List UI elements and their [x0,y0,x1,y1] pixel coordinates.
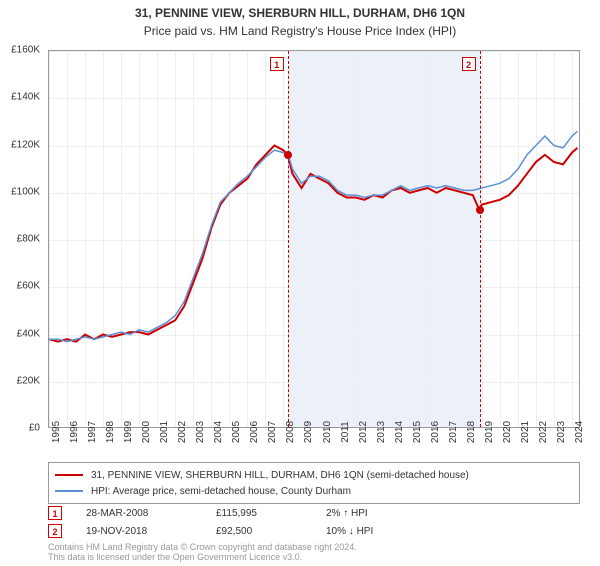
x-axis-label: 2014 [394,421,405,443]
chart-title: 31, PENNINE VIEW, SHERBURN HILL, DURHAM,… [0,6,600,20]
marker-dot-1 [284,151,292,159]
x-axis-label: 1999 [123,421,134,443]
legend-swatch-hpi [55,490,83,492]
data-marker-2: 2 [48,524,62,538]
x-axis-label: 2017 [448,421,459,443]
marker-dot-2 [476,206,484,214]
data-pct: 2% ↑ HPI [326,508,446,519]
data-row: 2 19-NOV-2018 £92,500 10% ↓ HPI [48,522,580,540]
legend-label-hpi: HPI: Average price, semi-detached house,… [91,486,351,497]
legend-box: 31, PENNINE VIEW, SHERBURN HILL, DURHAM,… [48,462,580,504]
y-axis-label: £40K [0,328,44,339]
legend-item-hpi: HPI: Average price, semi-detached house,… [55,483,573,499]
marker-badge-1: 1 [270,57,284,71]
footer-line-2: This data is licensed under the Open Gov… [48,552,357,562]
chart-subtitle: Price paid vs. HM Land Registry's House … [0,24,600,38]
x-axis-label: 2010 [322,421,333,443]
x-axis-label: 2020 [502,421,513,443]
x-axis-label: 2006 [249,421,260,443]
x-axis-label: 2004 [213,421,224,443]
footer-line-1: Contains HM Land Registry data © Crown c… [48,542,357,552]
data-point-table: 1 28-MAR-2008 £115,995 2% ↑ HPI 2 19-NOV… [48,504,580,540]
data-marker-1: 1 [48,506,62,520]
x-axis-label: 2023 [556,421,567,443]
y-axis-label: £80K [0,234,44,245]
data-price: £92,500 [216,526,326,537]
data-date: 19-NOV-2018 [86,526,216,537]
data-price: £115,995 [216,508,326,519]
x-axis-label: 2007 [267,421,278,443]
x-axis-label: 2002 [177,421,188,443]
x-axis-label: 2011 [340,421,351,443]
series-property [49,146,577,342]
marker-line-1 [288,51,289,427]
x-axis-label: 2003 [195,421,206,443]
x-axis-label: 2000 [141,421,152,443]
y-axis-label: £20K [0,375,44,386]
series-hpi [49,131,577,341]
marker-line-2 [480,51,481,427]
x-axis-label: 2013 [376,421,387,443]
x-axis-label: 2022 [538,421,549,443]
chart-svg [49,51,579,427]
x-axis-label: 2024 [574,421,585,443]
x-axis-label: 1996 [69,421,80,443]
x-axis-label: 2016 [430,421,441,443]
x-axis-label: 2021 [520,421,531,443]
data-date: 28-MAR-2008 [86,508,216,519]
data-row: 1 28-MAR-2008 £115,995 2% ↑ HPI [48,504,580,522]
x-axis-label: 1995 [51,421,62,443]
x-axis-label: 2009 [303,421,314,443]
x-axis-label: 2018 [466,421,477,443]
y-axis-label: £160K [0,45,44,56]
x-axis-label: 1998 [105,421,116,443]
plot-area: 12 [48,50,580,428]
x-axis-label: 2008 [285,421,296,443]
y-axis-label: £60K [0,281,44,292]
x-axis-label: 2012 [358,421,369,443]
y-axis-label: £100K [0,186,44,197]
x-axis-label: 2019 [484,421,495,443]
x-axis-label: 2001 [159,421,170,443]
marker-badge-2: 2 [462,57,476,71]
chart-container: 31, PENNINE VIEW, SHERBURN HILL, DURHAM,… [0,6,600,566]
y-axis-label: £0 [0,423,44,434]
data-pct: 10% ↓ HPI [326,526,446,537]
y-axis-label: £120K [0,139,44,150]
legend-label-property: 31, PENNINE VIEW, SHERBURN HILL, DURHAM,… [91,470,469,481]
x-axis-label: 2005 [231,421,242,443]
x-axis-label: 1997 [87,421,98,443]
x-axis-label: 2015 [412,421,423,443]
legend-swatch-property [55,474,83,476]
legend-item-property: 31, PENNINE VIEW, SHERBURN HILL, DURHAM,… [55,467,573,483]
y-axis-label: £140K [0,92,44,103]
